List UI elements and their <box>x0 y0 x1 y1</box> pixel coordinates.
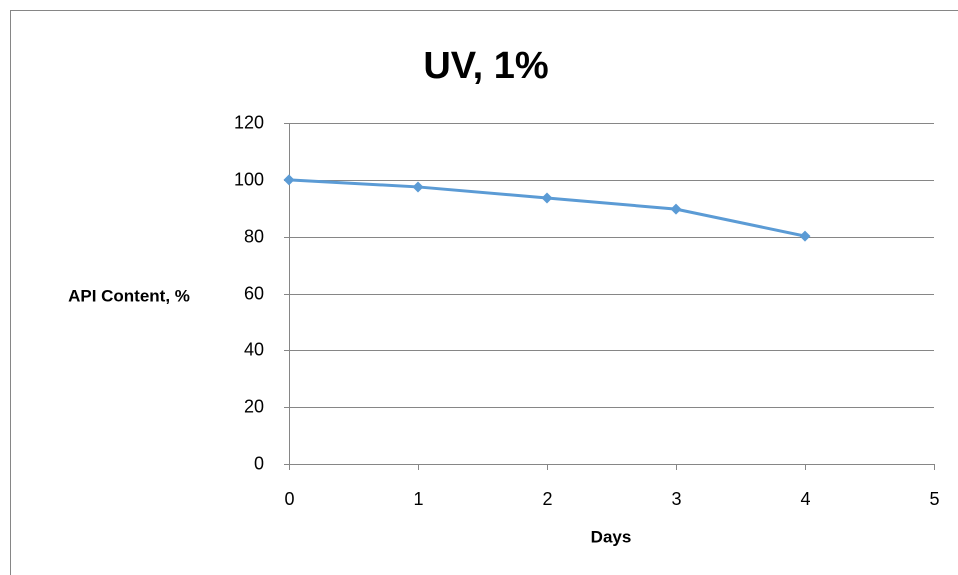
y-tick-label: 20 <box>244 396 264 416</box>
y-tick-label: 100 <box>234 169 264 189</box>
y-tick-label: 120 <box>234 112 264 132</box>
x-tick-label: 4 <box>800 489 810 509</box>
x-tick-label: 2 <box>542 489 552 509</box>
y-tick-label: 40 <box>244 339 264 359</box>
chart-frame <box>10 10 958 575</box>
data-point <box>670 203 682 215</box>
y-axis-label: API Content, % <box>68 286 190 305</box>
y-tick-label: 0 <box>254 453 264 473</box>
chart-title: UV, 1% <box>423 45 548 87</box>
x-tick-label: 1 <box>413 489 423 509</box>
x-axis-label: Days <box>591 527 632 546</box>
data-point <box>412 181 424 193</box>
data-point <box>283 174 295 186</box>
x-tick-label: 0 <box>284 489 294 509</box>
data-point <box>799 230 811 242</box>
x-tick-label: 5 <box>929 489 939 509</box>
y-tick-label: 60 <box>244 283 264 303</box>
x-tick-label: 3 <box>671 489 681 509</box>
y-tick-label: 80 <box>244 226 264 246</box>
data-point <box>541 192 553 204</box>
